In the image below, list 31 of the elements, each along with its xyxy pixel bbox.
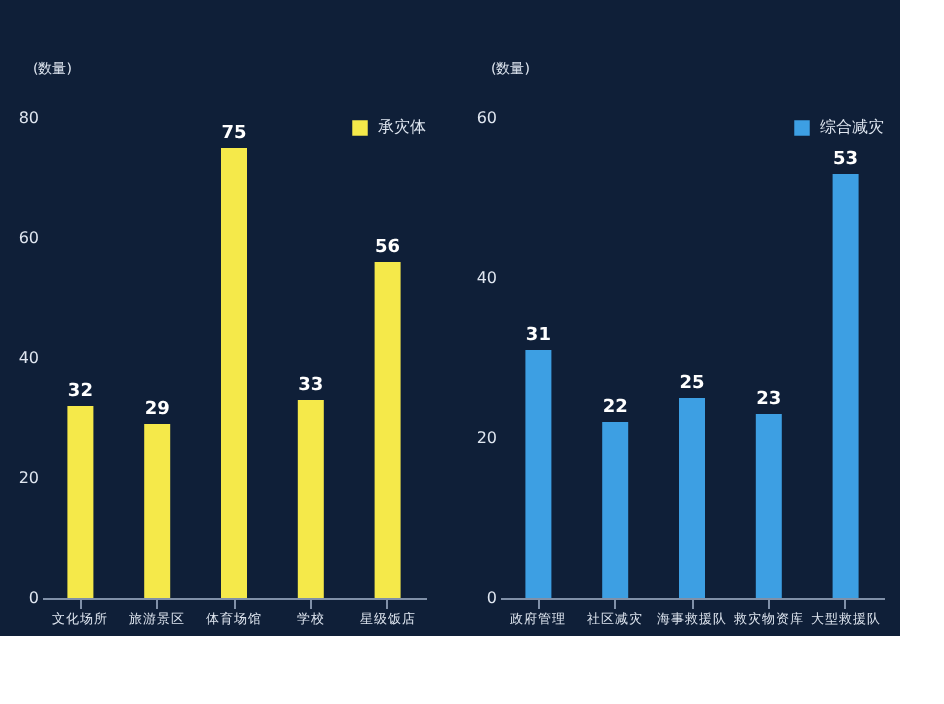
data-label: 56 <box>375 238 401 258</box>
data-label: 31 <box>525 326 551 346</box>
bar <box>602 422 629 598</box>
bar <box>832 174 859 598</box>
legend-label: 承灾体 <box>378 118 426 136</box>
bar <box>525 350 552 598</box>
bar <box>297 400 324 598</box>
y-tick-label: 40 <box>18 349 39 367</box>
bar <box>755 414 782 598</box>
bar <box>679 398 705 598</box>
y-tick-label: 60 <box>18 229 39 247</box>
data-label: 23 <box>756 390 782 410</box>
bar <box>144 424 171 598</box>
y-tick-label: 80 <box>18 109 39 127</box>
data-label: 25 <box>679 374 705 394</box>
data-label: 33 <box>298 376 324 396</box>
data-label: 22 <box>602 398 628 418</box>
data-label: 29 <box>144 400 170 420</box>
bar <box>221 148 247 598</box>
y-tick-label: 0 <box>486 589 497 607</box>
bar <box>374 262 401 598</box>
data-label: 53 <box>833 150 859 170</box>
data-label: 75 <box>221 124 247 144</box>
legend-label: 综合减灾 <box>820 118 884 136</box>
y-tick-label: 20 <box>476 429 497 447</box>
data-label: 32 <box>67 382 93 402</box>
y-tick-label: 40 <box>476 269 497 287</box>
bar <box>67 406 94 598</box>
y-tick-label: 20 <box>18 469 39 487</box>
y-tick-label: 0 <box>28 589 39 607</box>
y-tick-label: 60 <box>476 109 497 127</box>
